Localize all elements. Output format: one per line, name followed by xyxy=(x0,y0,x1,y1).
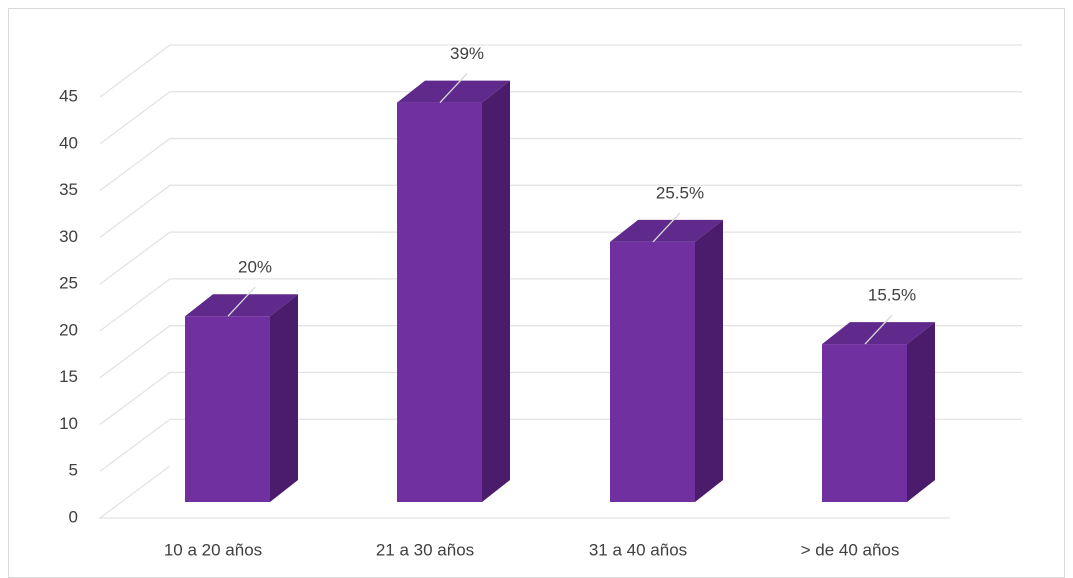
data-label: 20% xyxy=(238,258,272,277)
bar xyxy=(822,344,907,502)
y-tick-label: 45 xyxy=(59,86,78,105)
grid-line xyxy=(99,325,1022,379)
grid-line xyxy=(99,184,1022,238)
grid-line xyxy=(99,44,1022,98)
grid-line xyxy=(98,465,950,519)
leader-line xyxy=(864,314,893,345)
grid-line xyxy=(99,371,1022,425)
x-tick-label: 10 a 20 años xyxy=(164,540,262,559)
bar-side xyxy=(482,80,510,503)
y-tick-label: 15 xyxy=(59,367,78,386)
y-tick-label: 10 xyxy=(59,414,78,433)
bar xyxy=(185,316,270,502)
bar-top xyxy=(610,219,723,242)
data-label: 15.5% xyxy=(868,286,916,305)
leader-line xyxy=(652,212,681,243)
bar-side xyxy=(695,219,723,502)
x-tick-label: 31 a 40 años xyxy=(589,540,687,559)
bar xyxy=(610,241,695,502)
y-tick-label: 5 xyxy=(69,461,78,480)
y-tick-label: 30 xyxy=(59,227,78,246)
leader-line xyxy=(227,286,256,317)
y-tick-label: 0 xyxy=(69,507,78,526)
x-tick-label: 21 a 30 años xyxy=(376,540,474,559)
bar-top xyxy=(822,322,935,345)
bar-side xyxy=(270,294,298,502)
y-tick-label: 20 xyxy=(59,320,78,339)
grid-line xyxy=(99,137,1022,192)
y-tick-label: 25 xyxy=(59,274,78,293)
grid-line xyxy=(99,91,1022,145)
data-label: 39% xyxy=(450,44,484,63)
grid-line xyxy=(99,231,1022,285)
grid-line xyxy=(99,418,1022,472)
x-tick-label: > de 40 años xyxy=(801,540,900,559)
bar-top xyxy=(397,80,510,103)
bar-top xyxy=(185,294,298,317)
y-tick-label: 35 xyxy=(59,180,78,199)
bar xyxy=(397,102,482,503)
bar-side xyxy=(907,322,935,502)
leader-line xyxy=(439,73,468,104)
data-label: 25.5% xyxy=(656,183,704,202)
y-tick-label: 40 xyxy=(59,133,78,152)
grid-line xyxy=(99,278,1022,332)
